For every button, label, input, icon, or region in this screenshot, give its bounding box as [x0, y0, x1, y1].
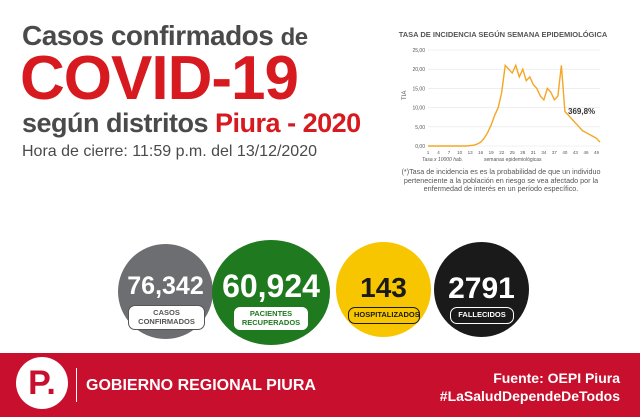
stat-recovered-label-2: RECUPERADOS [241, 317, 301, 327]
chart-annotation: 369,8% [568, 107, 595, 116]
chart-x-tick: 19 [489, 150, 495, 155]
chart-x-tick: 4 [437, 150, 440, 155]
chart-x-tick: 31 [531, 150, 537, 155]
chart-x-tick: 25 [510, 150, 516, 155]
stat-deceased-value: 2791 [448, 272, 515, 305]
title-covid: COVID-19 [20, 44, 299, 113]
stat-hospitalized-label-1: HOSPITALIZADOS [354, 310, 420, 319]
stat-recovered-value: 60,924 [222, 268, 320, 304]
chart-x-tick: 10 [457, 150, 463, 155]
title-line-3: según distritos Piura - 2020 [22, 108, 361, 139]
stat-hospitalized-value: 143 [360, 272, 407, 303]
gobierno-regional-logo [16, 357, 68, 409]
title-cases-confirmed: Casos confirmados [22, 20, 274, 51]
footer-source: Fuente: OEPI Piura [493, 370, 620, 386]
footer-org-name: GOBIERNO REGIONAL PIURA [86, 377, 316, 394]
chart-y-tick: 25,00 [412, 48, 425, 54]
chart-x-tick: 16 [478, 150, 484, 155]
incidence-footnote: (*)Tasa de incidencia es es la probabili… [401, 167, 601, 194]
chart-x-tick: 49 [594, 150, 600, 155]
chart-title: TASA DE INCIDENCIA SEGÚN SEMANA EPIDEMIO… [398, 30, 608, 39]
title-by-districts: según distritos [22, 108, 209, 138]
chart-note: Tasa x 10000 hab. [422, 157, 463, 163]
stat-confirmed-label-1: CASOS [153, 308, 180, 317]
chart-x-tick: 34 [541, 150, 547, 155]
stat-confirmed-label-2: CONFIRMADOS [138, 316, 195, 326]
chart-x-tick: 7 [448, 150, 451, 155]
title-region-year: Piura - 2020 [215, 108, 361, 138]
chart-y-label: TIA [402, 91, 408, 100]
chart-x-tick: 40 [562, 150, 568, 155]
title-de: de [280, 24, 309, 51]
chart-y-tick: 15,00 [412, 86, 425, 92]
closing-time: Hora de cierre: 11:59 p.m. del 13/12/202… [22, 143, 317, 160]
chart-x-tick: 43 [573, 150, 579, 155]
chart-x-tick: 22 [499, 150, 505, 155]
chart-x-tick: 1 [427, 150, 430, 155]
logo-letter: P. [28, 364, 56, 402]
chart-y-tick: 5,00 [415, 125, 425, 131]
stat-confirmed-label: CASOS CONFIRMADOS [128, 305, 205, 331]
stat-hospitalized-label: HOSPITALIZADOS [348, 307, 420, 324]
incidence-series-line [428, 63, 601, 147]
chart-x-tick: 28 [520, 150, 526, 155]
stat-deceased-label-1: FALLECIDOS [458, 310, 506, 319]
chart-x-tick: 13 [468, 150, 474, 155]
chart-y-tick: 0,00 [415, 144, 425, 150]
footer-bar [0, 353, 640, 417]
incidence-chart: 0,00 5,00 10,00 15,00 20,00 25,00 1 4 7 10 13 16 19… [402, 48, 601, 163]
chart-x-label: semanas epidemiológicas [484, 157, 542, 163]
title-line-1: Casos confirmados de [22, 20, 308, 52]
stat-confirmed-value: 76,342 [127, 272, 204, 300]
chart-x-tick: 46 [583, 150, 589, 155]
stat-recovered-label: PACIENTES RECUPERADOS [233, 306, 309, 332]
footer-divider [76, 368, 77, 402]
chart-y-tick: 10,00 [412, 106, 425, 112]
chart-y-tick: 20,00 [412, 67, 425, 73]
stat-recovered-label-1: PACIENTES [249, 309, 293, 318]
chart-x-tick: 37 [552, 150, 558, 155]
footer-hashtag: #LaSaludDependeDeTodos [439, 388, 620, 404]
stat-deceased-label: FALLECIDOS [450, 307, 514, 324]
